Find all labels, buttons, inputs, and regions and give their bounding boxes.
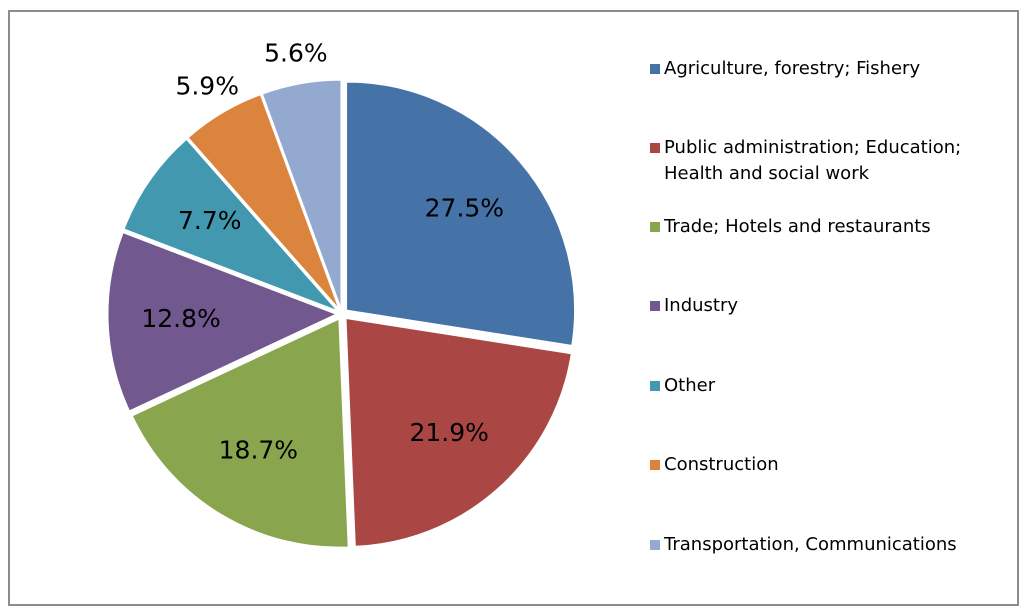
legend-swatch xyxy=(650,381,660,391)
pie-slice xyxy=(261,79,342,309)
data-label: 7.7% xyxy=(178,206,242,235)
legend-label: Other xyxy=(664,375,716,396)
legend-label: Construction xyxy=(664,454,779,475)
data-label: 12.8% xyxy=(141,304,220,333)
pie-slice xyxy=(107,232,338,412)
legend-label: Transportation, Communications xyxy=(664,534,957,555)
pie-slice xyxy=(345,317,572,547)
data-label: 5.6% xyxy=(264,38,328,67)
legend-item: Transportation, Communications xyxy=(650,532,1010,558)
chart-frame xyxy=(8,10,1019,606)
legend-label: Trade; Hotels and restaurants xyxy=(664,216,931,237)
pie-slice xyxy=(346,81,576,346)
legend-swatch xyxy=(650,64,660,74)
legend-item: Agriculture, forestry; Fishery xyxy=(650,56,1010,82)
data-label: 21.9% xyxy=(409,418,488,447)
legend-label: Agriculture, forestry; Fishery xyxy=(664,58,921,79)
pie-slice xyxy=(131,318,349,548)
legend-swatch xyxy=(650,460,660,470)
legend-item: Construction xyxy=(650,452,1010,478)
pie-slice xyxy=(187,94,340,310)
legend-swatch xyxy=(650,540,660,550)
legend-swatch xyxy=(650,301,660,311)
legend-label: Public administration; Education; Health… xyxy=(664,137,962,184)
legend-swatch xyxy=(650,222,660,232)
legend-label: Industry xyxy=(664,295,739,316)
legend-item: Industry xyxy=(650,293,1010,319)
legend-swatch xyxy=(650,143,660,153)
pie-slice xyxy=(123,138,338,312)
legend-item: Trade; Hotels and restaurants xyxy=(650,214,1010,240)
data-label: 27.5% xyxy=(425,193,504,222)
legend-item: Public administration; Education; Health… xyxy=(650,135,1010,187)
legend-item: Other xyxy=(650,373,1010,399)
data-label: 18.7% xyxy=(219,436,298,465)
data-label: 5.9% xyxy=(175,71,239,100)
